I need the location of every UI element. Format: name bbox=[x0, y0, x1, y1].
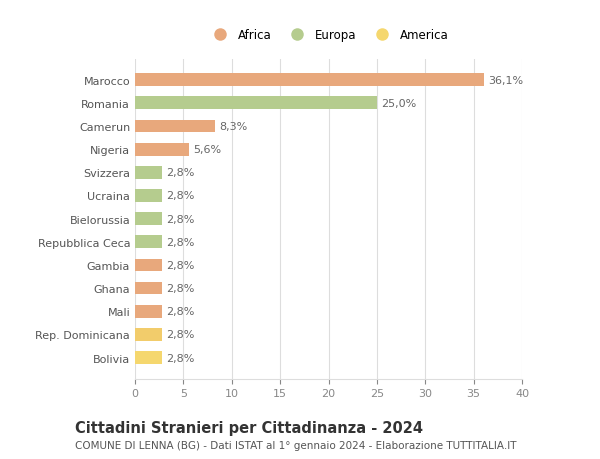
Bar bbox=[135, 190, 162, 202]
Bar bbox=[135, 120, 215, 133]
Text: 8,3%: 8,3% bbox=[219, 122, 247, 132]
Text: 5,6%: 5,6% bbox=[193, 145, 221, 155]
Text: 2,8%: 2,8% bbox=[166, 214, 194, 224]
Text: 2,8%: 2,8% bbox=[166, 307, 194, 317]
Bar bbox=[135, 328, 162, 341]
Text: 2,8%: 2,8% bbox=[166, 330, 194, 340]
Text: Cittadini Stranieri per Cittadinanza - 2024: Cittadini Stranieri per Cittadinanza - 2… bbox=[75, 420, 423, 435]
Bar bbox=[135, 97, 377, 110]
Bar bbox=[135, 74, 484, 87]
Text: 2,8%: 2,8% bbox=[166, 168, 194, 178]
Text: COMUNE DI LENNA (BG) - Dati ISTAT al 1° gennaio 2024 - Elaborazione TUTTITALIA.I: COMUNE DI LENNA (BG) - Dati ISTAT al 1° … bbox=[75, 440, 517, 450]
Bar bbox=[135, 167, 162, 179]
Bar bbox=[135, 282, 162, 295]
Text: 2,8%: 2,8% bbox=[166, 353, 194, 363]
Bar bbox=[135, 305, 162, 318]
Text: 2,8%: 2,8% bbox=[166, 237, 194, 247]
Text: 2,8%: 2,8% bbox=[166, 191, 194, 201]
Text: 25,0%: 25,0% bbox=[381, 99, 416, 109]
Bar bbox=[135, 236, 162, 249]
Bar bbox=[135, 213, 162, 225]
Text: 2,8%: 2,8% bbox=[166, 284, 194, 293]
Text: 36,1%: 36,1% bbox=[488, 76, 523, 85]
Text: 2,8%: 2,8% bbox=[166, 260, 194, 270]
Bar bbox=[135, 144, 189, 156]
Legend: Africa, Europa, America: Africa, Europa, America bbox=[203, 24, 454, 46]
Bar bbox=[135, 352, 162, 364]
Bar bbox=[135, 259, 162, 272]
